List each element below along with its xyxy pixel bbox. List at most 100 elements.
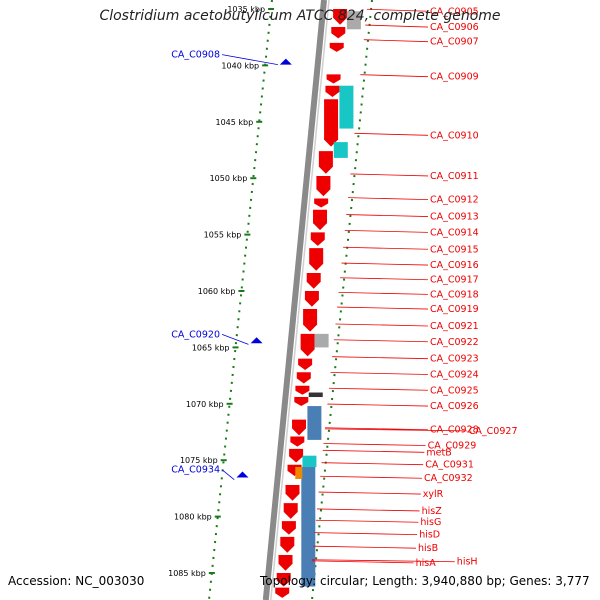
forward-gene-arrow (285, 485, 300, 501)
gene-label-right: CA_C0922 (430, 337, 479, 348)
gene-label-left: CA_C0908 (171, 50, 220, 61)
label-leader-line (327, 403, 429, 407)
side-feature-block (314, 333, 329, 348)
tick-label: 1050 kbp (210, 174, 248, 183)
label-leader-line (330, 372, 429, 375)
label-leader-line (323, 443, 426, 446)
gene-label-right: hisB (418, 543, 438, 554)
reverse-gene-arrow (279, 58, 292, 65)
label-leader-line (354, 132, 429, 136)
gene-label-right: hisD (419, 530, 440, 541)
forward-gene-arrow (303, 309, 318, 332)
left-ruler-line (208, 0, 273, 600)
forward-gene-arrow (333, 9, 348, 25)
side-feature-block (302, 455, 317, 467)
tick-marks: 1035 kbp 1040 kbp 1045 kbp 1050 kbp 1055 kbp… (168, 5, 275, 578)
forward-gene-arrow (290, 436, 305, 447)
gene-label-right: CA_C0924 (430, 369, 479, 380)
forward-gene-arrow (281, 521, 296, 535)
gene-label-right: CA_C0912 (430, 195, 479, 206)
tick-label: 1075 kbp (180, 456, 218, 465)
forward-gene-arrow (324, 99, 339, 147)
gene-label-right: CA_C0917 (430, 275, 479, 286)
gene-label-right: CA_C0927 (469, 426, 518, 437)
forward-gene-arrow (325, 85, 340, 97)
gene-label-right: CA_C0918 (430, 289, 479, 300)
gene-label-right: hisA (416, 558, 437, 569)
forward-gene-arrow (298, 358, 313, 370)
label-leader-line (221, 54, 278, 66)
label-leader-line (365, 24, 429, 28)
genome-summary-text: Topology: circular; Length: 3,940,880 bp… (260, 574, 590, 588)
forward-gene-arrow (329, 42, 344, 52)
label-leader-line (363, 39, 429, 43)
gene-label-right: hisG (420, 517, 441, 528)
gene-label-right: CA_C0909 (430, 72, 479, 83)
label-leader-line (340, 277, 429, 281)
tick-label: 1035 kbp (227, 5, 265, 14)
gene-label-right: CA_C0919 (430, 304, 479, 315)
gene-label-right: CA_C0906 (430, 22, 479, 33)
tick-label: 1040 kbp (221, 61, 259, 70)
gene-features (236, 9, 361, 598)
forward-gene-arrow (292, 419, 307, 436)
forward-gene-arrow (306, 272, 321, 289)
label-leader-line (313, 545, 417, 549)
gene-label-right: CA_C0907 (430, 37, 479, 48)
gene-label-right: CA_C0929 (428, 441, 477, 452)
label-leader-line (316, 508, 420, 512)
tick-label: 1070 kbp (186, 400, 224, 409)
label-leader-line (337, 306, 429, 310)
tick-label: 1080 kbp (174, 513, 212, 522)
label-leader-line (350, 173, 429, 177)
gene-label-right: CA_C0914 (430, 227, 479, 238)
tick-label: 1045 kbp (216, 118, 254, 127)
label-leader-line (335, 323, 429, 327)
forward-gene-arrow (275, 587, 290, 598)
label-leader-line (311, 559, 455, 563)
label-leader-line (318, 491, 421, 495)
forward-gene-arrow (289, 448, 304, 463)
label-leader-line (325, 427, 429, 431)
gene-labels: CA_C0908 CA_C0920 CA_C0934 CA_C0905 CA_C0906… (171, 6, 517, 569)
forward-gene-arrow (309, 248, 324, 271)
label-leader-line (324, 428, 467, 432)
forward-gene-arrow (300, 333, 315, 357)
gene-label-right: CA_C0911 (430, 171, 479, 182)
label-leader-line (315, 519, 419, 523)
side-feature-block (301, 466, 316, 587)
backbone-edge-line (270, 0, 330, 600)
tick-label: 1055 kbp (204, 231, 242, 240)
forward-gene-arrow (310, 232, 325, 246)
gene-label-right: CA_C0928 (430, 425, 479, 436)
page-title: Clostridium acetobutylicum ATCC 824, com… (99, 8, 501, 24)
label-leader-line (322, 449, 425, 453)
label-leader-line (328, 387, 429, 391)
gene-label-left: CA_C0934 (171, 465, 220, 476)
label-leader-line (321, 462, 424, 466)
forward-gene-arrow (331, 27, 346, 39)
side-feature-block (346, 11, 361, 30)
genome-backbone (262, 0, 330, 600)
gene-label-right: CA_C0915 (430, 244, 479, 255)
forward-gene-arrow (314, 198, 329, 208)
gene-label-right: CA_C0916 (430, 260, 479, 271)
forward-gene-arrow (318, 151, 333, 174)
backbone-line (262, 0, 327, 600)
gene-label-right: CA_C0926 (430, 401, 479, 412)
forward-gene-arrow (316, 175, 331, 197)
label-leader-line (344, 229, 429, 233)
forward-gene-arrow (280, 536, 295, 553)
gene-label-right: CA_C0931 (425, 460, 474, 471)
label-leader-line (333, 339, 429, 343)
forward-gene-arrow (313, 209, 328, 231)
gene-label-right: hisZ (422, 506, 443, 517)
label-leader-line (366, 8, 429, 12)
label-leader-line (360, 74, 429, 78)
label-leader-line (221, 469, 235, 481)
label-leader-line (332, 356, 429, 360)
label-leader-line (343, 246, 429, 250)
gene-label-right: xylR (423, 489, 444, 500)
accession-text: Accession: NC_003030 (8, 574, 145, 588)
